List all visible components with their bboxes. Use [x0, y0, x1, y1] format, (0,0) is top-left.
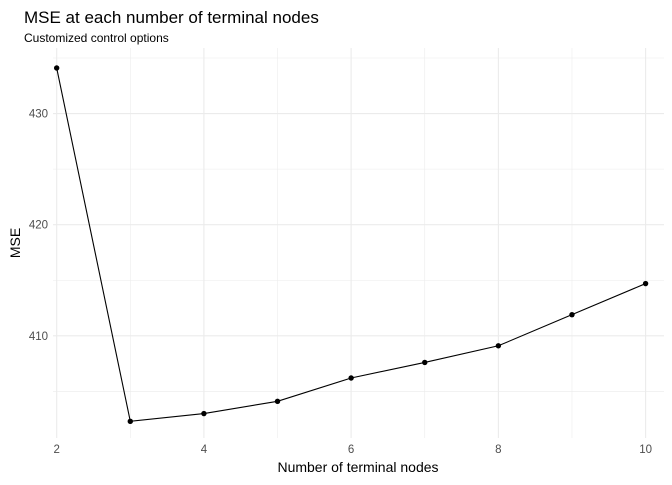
y-tick-label: 410 — [29, 331, 48, 343]
x-tick-label: 4 — [201, 444, 208, 456]
data-point — [422, 359, 428, 366]
x-tick-label: 10 — [639, 444, 652, 456]
y-axis-ticks: 410 420 430 — [29, 109, 48, 343]
data-point — [127, 418, 133, 425]
data-point — [569, 311, 575, 318]
data-point — [348, 375, 354, 381]
data-point — [642, 280, 649, 287]
x-tick-label: 2 — [53, 444, 59, 456]
y-tick-label: 420 — [29, 220, 48, 232]
chart-subtitle: Customized control options — [24, 31, 169, 45]
x-tick-label: 8 — [495, 444, 501, 456]
chart-title: MSE at each number of terminal nodes — [24, 8, 319, 27]
grid-major — [53, 48, 664, 438]
y-tick-label: 430 — [29, 109, 48, 121]
x-tick-label: 6 — [348, 444, 354, 456]
data-point — [274, 398, 281, 405]
y-axis-title: MSE — [7, 228, 23, 258]
series-mse — [53, 65, 649, 425]
data-point — [495, 343, 502, 349]
grid-minor — [53, 48, 664, 438]
data-point — [201, 410, 207, 417]
x-axis-ticks: 2 4 6 8 10 — [53, 444, 652, 456]
x-axis-title: Number of terminal nodes — [277, 459, 438, 475]
data-point — [53, 65, 60, 71]
